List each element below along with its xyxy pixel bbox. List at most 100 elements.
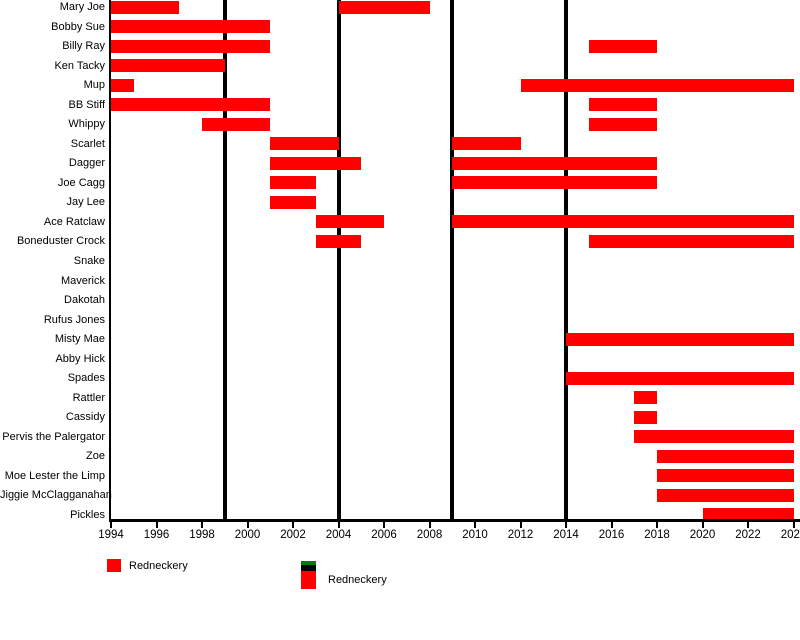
x-tick-label: 1998 — [189, 529, 215, 541]
legend-swatch-stacked-icon — [301, 561, 316, 589]
gantt-bar — [588, 117, 657, 131]
gantt-bar — [634, 430, 794, 444]
x-tick — [474, 522, 476, 528]
gantt-bar — [270, 195, 316, 209]
row-label: Dakotah — [64, 294, 105, 307]
event-line-2004 — [336, 0, 341, 520]
x-tick — [701, 522, 704, 528]
gantt-bar — [111, 78, 134, 92]
gantt-bar — [315, 234, 362, 248]
event-line-1999 — [222, 0, 227, 520]
x-tick — [428, 522, 431, 528]
legend-swatch-red-part — [301, 571, 316, 589]
x-tick-label: 2016 — [598, 529, 625, 541]
row-label: Moe Lester the Limp — [4, 469, 105, 482]
legend-swatch-black-part — [301, 565, 316, 571]
gantt-bar — [315, 215, 384, 229]
gantt-bar — [634, 391, 657, 405]
x-tick — [383, 522, 385, 528]
gantt-bar — [566, 371, 794, 385]
gantt-bar — [111, 20, 271, 34]
row-label: Snake — [73, 254, 105, 267]
event-line-2014 — [564, 0, 568, 520]
gantt-bar — [111, 39, 271, 53]
row-label: Ken Tacky — [54, 59, 105, 72]
x-tick-label: 2002 — [280, 529, 306, 541]
x-tick-label: 2008 — [416, 529, 443, 541]
legend-swatch-red-icon — [107, 559, 121, 572]
gantt-bar — [270, 156, 362, 170]
x-tick-label: 1994 — [98, 529, 124, 541]
row-label: Mary Joe — [59, 1, 105, 13]
y-axis-spine — [109, 0, 111, 522]
row-label: Rattler — [72, 391, 105, 404]
gantt-bar — [111, 0, 180, 14]
legend-swatch-green-part — [301, 561, 316, 565]
x-tick — [656, 522, 658, 528]
x-tick-label: 2024 — [780, 529, 800, 541]
x-tick-label: 2018 — [644, 529, 670, 541]
row-label: Dagger — [68, 157, 105, 170]
row-label: Boneduster Crock — [16, 235, 105, 248]
x-tick — [155, 522, 158, 528]
x-tick-label: 2006 — [371, 529, 397, 541]
gantt-bar — [566, 332, 794, 346]
gantt-bar — [657, 488, 794, 502]
gantt-bar — [270, 176, 316, 190]
row-label: Zoe — [86, 450, 105, 463]
x-tick — [747, 522, 749, 528]
row-label: Misty Mae — [54, 333, 105, 346]
row-label: Cassidy — [65, 411, 105, 424]
row-label: Billy Ray — [62, 40, 105, 53]
gantt-bar — [452, 137, 521, 151]
gantt-bar — [452, 176, 657, 190]
x-tick-label: 2022 — [735, 529, 761, 541]
x-tick-label: 2020 — [689, 529, 716, 541]
row-label: Joe Cagg — [57, 176, 105, 189]
gantt-bar — [270, 137, 339, 151]
gantt-bar — [452, 215, 794, 229]
gantt-bar — [452, 156, 657, 170]
x-tick — [246, 522, 249, 528]
x-tick — [110, 522, 112, 528]
row-label: Rufus Jones — [43, 313, 105, 326]
gantt-bar — [657, 469, 794, 483]
row-label: BB Stiff — [68, 98, 105, 111]
row-label: Scarlet — [70, 137, 105, 150]
row-label: Mup — [83, 79, 105, 92]
x-tick-label: 2014 — [553, 529, 579, 541]
gantt-bar — [338, 0, 430, 14]
x-axis-line — [109, 519, 800, 522]
x-tick — [292, 522, 294, 528]
gantt-bar — [588, 234, 794, 248]
gantt-bar — [634, 410, 657, 424]
x-tick — [519, 522, 522, 528]
x-tick — [565, 522, 567, 528]
row-label: Abby Hick — [55, 352, 105, 365]
gantt-bar — [111, 98, 271, 112]
row-label: Ace Ratclaw — [43, 215, 105, 228]
x-tick-label: 2010 — [462, 529, 488, 541]
x-tick-label: 1996 — [143, 529, 170, 541]
x-tick-label: 2004 — [325, 529, 352, 541]
gantt-bar — [520, 78, 794, 92]
gantt-bar — [588, 98, 657, 112]
x-tick — [337, 522, 340, 528]
x-tick — [610, 522, 613, 528]
legend-label: Redneckery — [328, 574, 387, 586]
row-label: Pervis the Palergator — [2, 430, 105, 443]
x-tick — [792, 522, 795, 528]
x-tick-label: 2000 — [234, 529, 261, 541]
row-label: Jay Lee — [66, 196, 105, 209]
row-label: Spades — [67, 372, 105, 385]
legend-label: Redneckery — [129, 560, 188, 572]
row-label: Jiggie McClagganahan — [0, 489, 112, 502]
gantt-bar — [588, 39, 657, 53]
row-label: Pickles — [70, 508, 105, 521]
gantt-bar — [702, 508, 794, 522]
gantt-bar — [111, 59, 225, 73]
x-tick — [201, 522, 203, 528]
row-label: Whippy — [68, 118, 105, 131]
row-label: Bobby Sue — [51, 20, 105, 33]
